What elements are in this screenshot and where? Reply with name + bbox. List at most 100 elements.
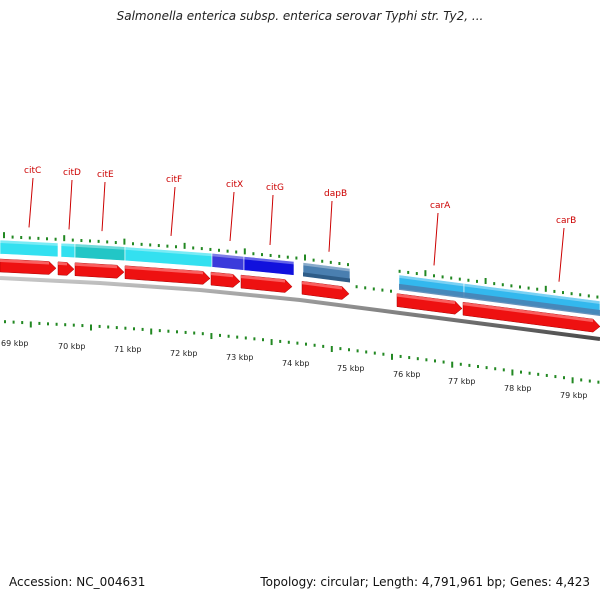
outer-tick bbox=[80, 239, 83, 243]
gc-skew-tick-track bbox=[4, 320, 600, 384]
gc-tick bbox=[451, 361, 454, 368]
outer-tick bbox=[226, 249, 229, 253]
gc-tick bbox=[287, 340, 290, 344]
outer-tick bbox=[441, 275, 444, 279]
feature-cyan bbox=[0, 239, 59, 258]
gene-label-carb[interactable]: carB bbox=[556, 216, 576, 226]
feature-steelblue-highlight bbox=[303, 262, 350, 272]
outer-tick bbox=[407, 270, 410, 274]
outer-tick bbox=[398, 269, 401, 273]
outer-tick bbox=[519, 285, 521, 289]
outer-tick bbox=[54, 237, 57, 241]
outer-tick bbox=[372, 287, 375, 291]
gene-label-line bbox=[558, 227, 565, 282]
cds-arrow bbox=[301, 280, 350, 300]
outer-tick bbox=[381, 288, 384, 292]
gc-tick bbox=[12, 320, 15, 324]
gc-tick bbox=[90, 324, 92, 331]
outer-tick bbox=[261, 253, 263, 257]
outer-tick bbox=[433, 274, 435, 278]
gc-tick bbox=[236, 335, 239, 339]
outer-tick bbox=[200, 247, 203, 251]
gc-tick bbox=[545, 373, 548, 377]
gc-tick bbox=[72, 323, 75, 327]
gene-label-citc[interactable]: citC bbox=[24, 166, 41, 176]
outer-tick bbox=[364, 286, 367, 290]
gc-tick bbox=[554, 375, 557, 379]
outer-tick bbox=[235, 250, 238, 254]
kbp-label-78: 78 kbp bbox=[504, 384, 532, 393]
outer-tick bbox=[166, 244, 169, 248]
outer-tick bbox=[579, 293, 582, 297]
gene-label-lines bbox=[28, 177, 565, 282]
gc-tick bbox=[4, 320, 6, 324]
gc-tick bbox=[365, 350, 368, 354]
kbp-label-71: 71 kbp bbox=[114, 345, 142, 354]
gc-tick bbox=[373, 351, 376, 355]
outer-tick bbox=[28, 236, 31, 240]
gc-tick bbox=[219, 333, 221, 337]
gc-tick bbox=[520, 370, 522, 374]
feature-lightblue-highlight bbox=[399, 274, 464, 287]
gc-tick bbox=[580, 378, 583, 382]
outer-tick bbox=[450, 276, 453, 280]
kbp-label-76: 76 kbp bbox=[393, 370, 421, 379]
gc-tick bbox=[399, 354, 402, 358]
gc-tick bbox=[262, 338, 264, 342]
gc-tick bbox=[494, 367, 497, 371]
gene-label-citg[interactable]: citG bbox=[266, 183, 284, 193]
outer-tick bbox=[149, 243, 152, 247]
gc-tick bbox=[124, 326, 127, 330]
outer-tick bbox=[510, 284, 513, 288]
gene-label-cite[interactable]: citE bbox=[97, 170, 114, 180]
outer-tick bbox=[347, 263, 349, 267]
accession-label: Accession: NC_004631 bbox=[9, 575, 146, 589]
feature-cyan-highlight bbox=[125, 246, 212, 257]
gene-label-citd[interactable]: citD bbox=[63, 168, 81, 178]
genome-summary-label: Topology: circular; Length: 4,791,961 bp… bbox=[260, 575, 590, 589]
cds-arrow-highlight bbox=[302, 281, 342, 290]
feature-blue-highlight bbox=[244, 256, 294, 265]
gene-label-line bbox=[269, 194, 274, 246]
gc-tick bbox=[408, 356, 411, 360]
kbp-label-74: 74 kbp bbox=[282, 359, 310, 368]
outer-tick bbox=[123, 238, 126, 245]
kbp-label-70: 70 kbp bbox=[58, 342, 86, 351]
outer-tick bbox=[183, 242, 186, 249]
cds-arrow-highlight bbox=[0, 259, 49, 265]
outer-tick bbox=[11, 235, 14, 239]
gc-tick bbox=[98, 324, 101, 328]
gc-tick bbox=[356, 349, 359, 353]
outer-tick bbox=[553, 289, 556, 293]
gc-tick bbox=[348, 348, 350, 352]
gene-label-citx[interactable]: citX bbox=[226, 180, 243, 190]
gc-tick bbox=[167, 329, 170, 333]
gc-tick bbox=[330, 346, 333, 353]
gc-tick bbox=[528, 371, 531, 375]
gene-label-citf[interactable]: citF bbox=[166, 175, 182, 185]
gene-label-line bbox=[328, 200, 333, 252]
gene-label-dapb[interactable]: dapB bbox=[324, 189, 347, 199]
outer-tick bbox=[476, 279, 478, 283]
gene-label-line bbox=[170, 186, 176, 237]
outer-tick bbox=[175, 245, 177, 249]
outer-tick-track bbox=[3, 232, 599, 299]
gc-tick bbox=[64, 323, 67, 327]
cds-arrow-highlight bbox=[463, 302, 593, 323]
outer-tick bbox=[415, 272, 418, 276]
outer-tick bbox=[192, 246, 195, 250]
gc-tick bbox=[502, 368, 505, 372]
gc-tick bbox=[133, 327, 135, 331]
kbp-label-75: 75 kbp bbox=[337, 364, 365, 373]
outer-tick bbox=[544, 285, 547, 292]
gene-label-cara[interactable]: carA bbox=[430, 201, 451, 211]
gene-label-line bbox=[101, 181, 106, 232]
gc-tick bbox=[29, 321, 32, 328]
outer-tick bbox=[484, 277, 487, 284]
gene-label-line bbox=[433, 212, 439, 266]
cds-arrow bbox=[57, 261, 75, 276]
map-title: Salmonella enterica subsp. enterica sero… bbox=[116, 9, 484, 23]
gc-tick bbox=[158, 329, 161, 333]
